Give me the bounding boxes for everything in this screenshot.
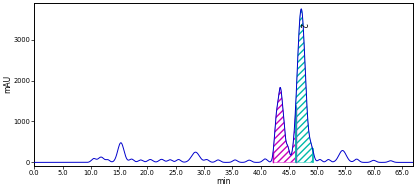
Text: 2: 2: [297, 23, 307, 28]
X-axis label: min: min: [216, 177, 231, 186]
Y-axis label: mAU: mAU: [3, 75, 12, 93]
